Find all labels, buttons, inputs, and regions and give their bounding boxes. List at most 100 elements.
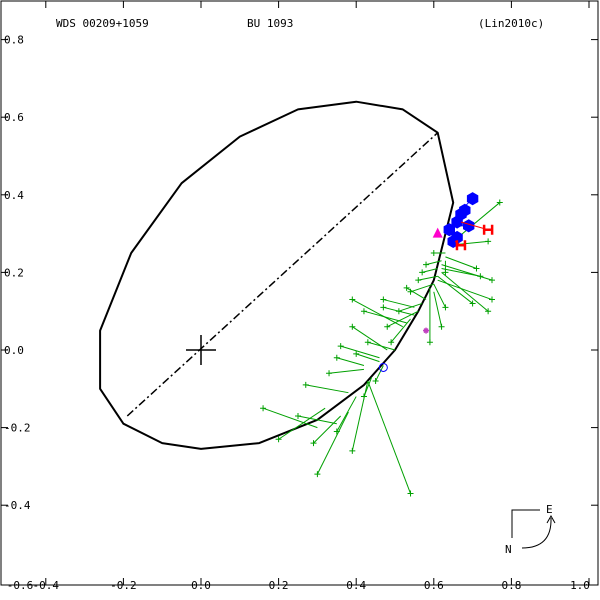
micrometric-residual xyxy=(313,415,342,444)
micrometric-residual xyxy=(441,264,493,281)
micrometric-residual xyxy=(336,357,365,367)
micrometric-point xyxy=(360,393,367,400)
micrometric-point xyxy=(442,269,449,276)
micrometric-point xyxy=(438,323,445,330)
x-tick-label: 1.0 xyxy=(570,579,590,592)
x-tick-label: 0.8 xyxy=(501,579,521,592)
micrometric-residual xyxy=(390,318,411,343)
micrometric-point xyxy=(485,238,492,245)
micrometric-point xyxy=(469,300,476,307)
y-tick-label: 0.0 xyxy=(4,344,24,357)
triangle-marker xyxy=(432,227,443,238)
speckle-point xyxy=(463,219,475,233)
hipparcos-point xyxy=(482,224,494,235)
discoverer-label: BU 1093 xyxy=(247,17,293,30)
hipparcos-point xyxy=(455,240,467,251)
micrometric-point xyxy=(302,381,309,388)
micrometric-residual xyxy=(262,407,318,429)
micrometric-residual xyxy=(367,380,411,494)
micrometric-point xyxy=(349,447,356,454)
observations-layer xyxy=(260,192,503,497)
micrometric-residual xyxy=(363,376,373,397)
micrometric-residual xyxy=(336,396,357,432)
compass-east-label: E xyxy=(546,503,553,516)
micrometric-residual xyxy=(445,256,477,269)
micrometric-residual xyxy=(387,310,419,328)
y-tick-label: 0.6 xyxy=(4,111,24,124)
micrometric-residual xyxy=(433,283,446,308)
micrometric-point xyxy=(314,471,321,478)
compass-north-label: N xyxy=(505,543,512,556)
y-tick-label: 0.2 xyxy=(4,266,24,279)
micrometric-point xyxy=(419,269,426,276)
micrometric-residual xyxy=(328,368,365,374)
micrometric-residual xyxy=(305,384,349,394)
x-tick-label: -0.6 xyxy=(7,579,34,592)
micrometric-point xyxy=(395,308,402,315)
orbit-layer xyxy=(99,100,455,450)
x-tick-label: 0.6 xyxy=(424,579,444,592)
micrometric-residual xyxy=(367,341,396,351)
micrometric-point xyxy=(407,288,414,295)
micrometric-point xyxy=(380,296,387,303)
y-tick-label: 0.8 xyxy=(4,34,24,47)
micrometric-residual xyxy=(437,275,473,304)
micrometric-residual xyxy=(278,407,326,440)
micrometric-residual xyxy=(406,287,427,300)
x-tick-label: -0.4 xyxy=(33,579,60,592)
micrometric-point xyxy=(364,339,371,346)
micrometric-residual xyxy=(437,279,493,301)
micrometric-residual xyxy=(418,275,438,281)
orbit-ellipse xyxy=(99,100,455,450)
micrometric-point xyxy=(489,296,495,303)
micrometric-point xyxy=(415,277,422,284)
micrometric-point xyxy=(326,370,333,377)
micrometric-point xyxy=(349,323,356,330)
micrometric-point xyxy=(407,490,414,497)
x-tick-label: 0.0 xyxy=(191,579,211,592)
micrometric-residual xyxy=(297,415,337,425)
micrometric-residual xyxy=(316,411,349,475)
micrometric-residual xyxy=(398,302,423,312)
micrometric-residual xyxy=(375,365,384,382)
micrometric-point xyxy=(260,405,267,412)
micrometric-point xyxy=(333,354,340,361)
circle-marker xyxy=(378,362,388,372)
micrometric-point xyxy=(430,250,437,256)
micrometric-point xyxy=(349,296,356,303)
micrometric-residual xyxy=(422,268,438,273)
micrometric-point xyxy=(485,308,492,315)
speckle-point xyxy=(466,192,479,206)
wds-id-label: WDS 00209+1059 xyxy=(56,17,149,30)
micrometric-point xyxy=(388,339,395,346)
micrometric-point xyxy=(295,412,301,419)
micrometric-point xyxy=(360,308,367,315)
micrometric-residual xyxy=(383,299,415,308)
speckle-point xyxy=(459,203,471,217)
compass-bracket xyxy=(511,509,540,538)
micrometric-point xyxy=(426,339,433,346)
compass: E N xyxy=(505,503,556,556)
micrometric-point xyxy=(310,440,317,447)
micrometric-point xyxy=(384,323,391,330)
micrometric-point xyxy=(403,284,410,291)
y-tick-label: -0.2 xyxy=(4,422,31,435)
micrometric-point xyxy=(333,428,340,435)
micrometric-point xyxy=(496,199,503,206)
micrometric-residual xyxy=(441,272,489,312)
micrometric-residual xyxy=(363,310,407,324)
micrometric-point xyxy=(372,378,379,385)
compass-arrow xyxy=(521,517,552,549)
star-marker xyxy=(423,327,430,334)
compass-arrowhead xyxy=(546,514,556,524)
x-tick-label: 0.4 xyxy=(346,579,366,592)
line-of-nodes xyxy=(126,132,439,417)
micrometric-point xyxy=(353,350,360,357)
micrometric-residual xyxy=(410,283,434,293)
micrometric-point xyxy=(442,304,449,311)
micrometric-point xyxy=(380,304,387,311)
micrometric-point xyxy=(275,436,282,443)
micrometric-residual xyxy=(340,345,380,359)
micrometric-point xyxy=(473,265,480,272)
